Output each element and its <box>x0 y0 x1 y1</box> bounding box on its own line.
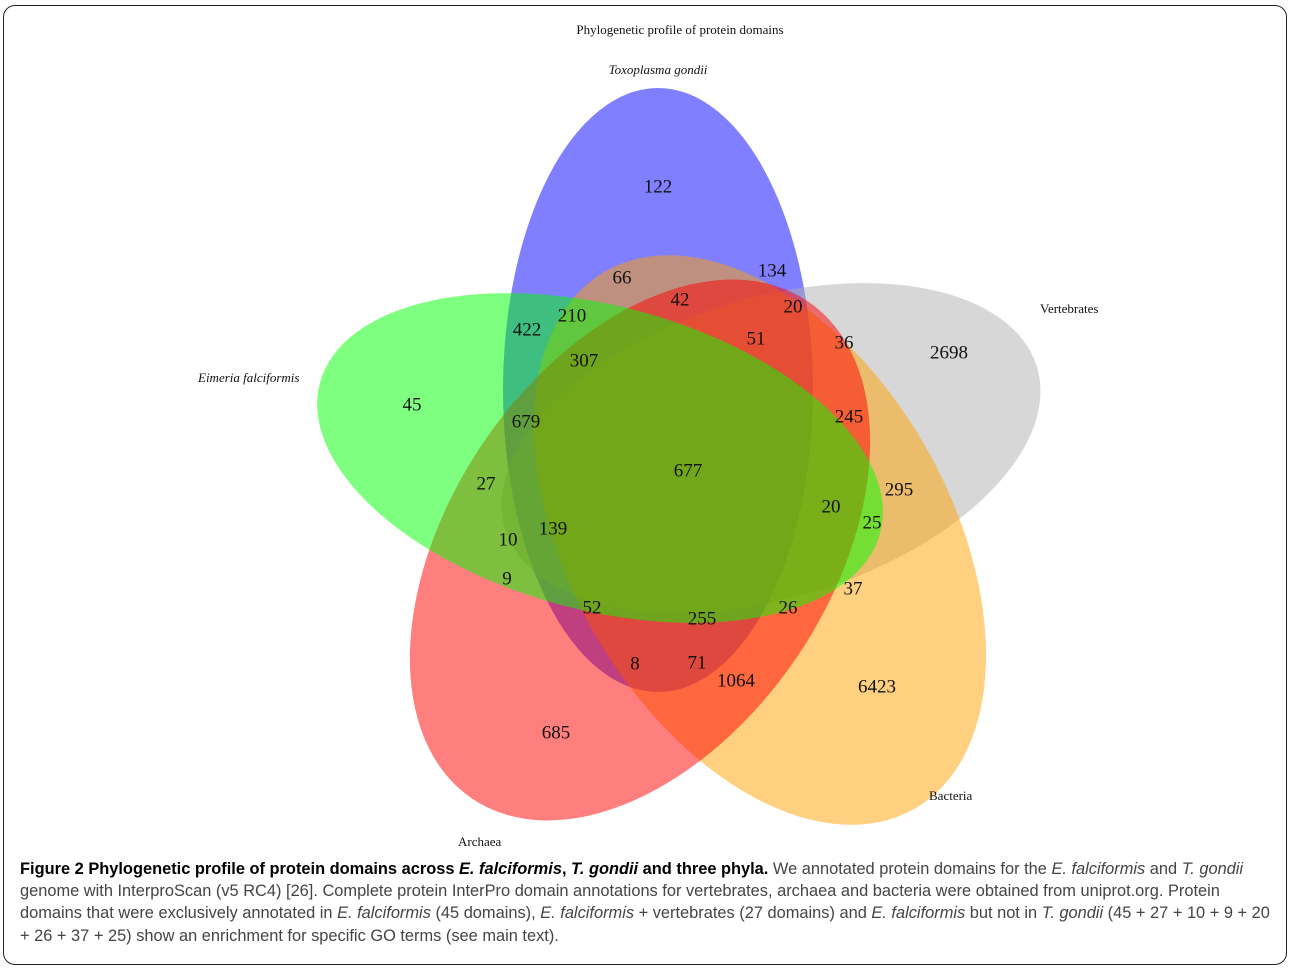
caption-text: but not in <box>965 904 1042 923</box>
region-count: 45 <box>403 394 422 415</box>
region-count: 27 <box>477 473 496 494</box>
caption-text: , <box>561 860 572 878</box>
region-count: 36 <box>835 332 854 353</box>
figure-title: Phylogenetic profile of protein domains <box>576 22 783 37</box>
set-label-vertebrates: Vertebrates <box>1040 301 1098 316</box>
region-count: 679 <box>512 411 541 432</box>
caption-species: T. gondii <box>1181 860 1244 878</box>
region-count: 255 <box>688 608 717 629</box>
region-count: 677 <box>674 460 703 481</box>
caption-species: E. falciformis <box>459 860 562 878</box>
region-count: 52 <box>583 597 602 618</box>
caption-text: (45 domains), <box>430 904 541 923</box>
region-count: 8 <box>630 653 640 674</box>
caption-title: Figure 2 Phylogenetic profile of protein… <box>20 860 768 878</box>
set-label-bacteria: Bacteria <box>929 788 973 803</box>
set-label-eimeria: Eimeria falciformis <box>197 370 299 385</box>
caption-species: T. gondii <box>571 860 639 878</box>
region-count: 1064 <box>717 670 756 691</box>
caption-text: We annotated protein domains for the <box>768 860 1052 878</box>
region-count: 51 <box>747 328 766 349</box>
region-count: 295 <box>885 479 914 500</box>
region-count: 42 <box>671 289 690 310</box>
region-count: 20 <box>784 296 803 317</box>
caption-species: E. falciformis <box>337 904 431 923</box>
caption-species: T. gondii <box>1041 904 1104 923</box>
caption-species: E. falciformis <box>871 904 966 923</box>
region-count: 122 <box>644 176 673 197</box>
region-count: 9 <box>502 568 512 589</box>
region-count: 25 <box>863 512 882 533</box>
caption-species: E. falciformis <box>540 904 635 923</box>
region-count: 10 <box>499 529 518 550</box>
figure-caption: Figure 2 Phylogenetic profile of protein… <box>20 858 1280 947</box>
venn-ellipses <box>317 88 1041 825</box>
figure-frame <box>3 5 1287 965</box>
region-count: 422 <box>513 319 542 340</box>
region-count: 2698 <box>930 342 968 363</box>
caption-text: Phylogenetic profile of protein domains … <box>83 860 459 878</box>
caption-text: genome with InterproScan (v5 RC4) [26]. … <box>20 882 1220 923</box>
region-count: 210 <box>558 305 587 326</box>
venn-diagram: Phylogenetic profile of protein domains … <box>197 22 1098 849</box>
caption-figure-label: Figure 2 <box>20 860 84 878</box>
region-count: 37 <box>844 578 863 599</box>
set-label-archaea: Archaea <box>458 834 502 849</box>
region-count: 307 <box>570 350 599 371</box>
region-count: 139 <box>539 518 568 539</box>
region-count: 20 <box>822 496 841 517</box>
region-count: 26 <box>779 597 798 618</box>
region-count: 245 <box>835 406 864 427</box>
caption-text: and three phyla. <box>638 860 769 878</box>
set-labels: Toxoplasma gondii Vertebrates Bacteria A… <box>197 62 1098 849</box>
region-count: 685 <box>542 722 571 743</box>
caption-species: E. falciformis <box>1051 860 1146 878</box>
region-counts: 122 134 66 42 20 422 210 51 36 2698 307 … <box>403 176 969 743</box>
caption-text: + vertebrates (27 domains) and <box>634 904 872 923</box>
set-ellipse-eimeria <box>317 293 883 623</box>
region-count: 71 <box>688 652 707 673</box>
region-count: 66 <box>613 267 632 288</box>
caption-text: and <box>1145 860 1182 878</box>
set-label-toxoplasma: Toxoplasma gondii <box>609 62 708 77</box>
caption-text: (45 + 27 + 10 + 9 + 20 + 26 + 37 + 25) s… <box>20 904 1270 945</box>
region-count: 134 <box>758 260 787 281</box>
region-count: 6423 <box>858 676 896 697</box>
